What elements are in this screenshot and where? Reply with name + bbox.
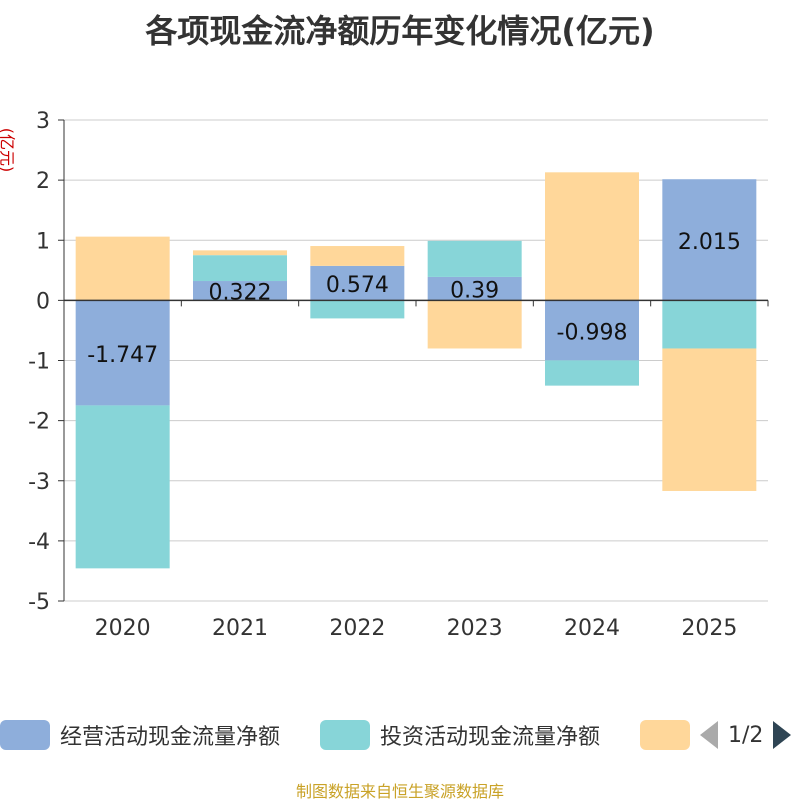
bar-operating-2024 [545,300,639,361]
x-tick-label: 2024 [564,616,620,641]
y-tick-label: -5 [28,590,50,615]
legend: 经营活动现金流量净额 投资活动现金流量净额 1/2 [0,716,800,756]
data-label-2020: -1.747 [87,343,158,368]
bar-investing-2025 [662,300,757,349]
bar-operating-2021 [193,281,287,301]
x-tick-label: 2020 [95,616,151,641]
bar-financing-2023 [427,300,522,349]
bar-investing-2024 [545,360,639,386]
bar-series [75,172,757,569]
axes: 3 2 1 0 -1 -2 -3 -4 -5 2020 2021 2022 2023 2024 2025 [28,109,769,641]
data-source-note: 制图数据来自恒生聚源数据库 [295,782,504,801]
y-tick-label: -2 [28,410,50,435]
legend-item-investing[interactable]: 投资活动现金流量净额 [320,718,600,752]
bar-financing-2022 [310,246,405,266]
legend-prev-icon[interactable] [700,721,718,749]
x-tick-label: 2022 [329,616,385,641]
legend-label-operating: 经营活动现金流量净额 [60,725,281,750]
bar-operating-2025 [662,179,757,301]
legend-swatch-financing [640,720,690,750]
data-label-2022: 0.574 [326,273,389,298]
grid-lines [64,119,768,602]
data-label-2024: -0.998 [557,320,628,345]
legend-page-indicator: 1/2 [728,722,764,748]
legend-swatch-investing [320,720,370,750]
bar-financing-2021 [193,250,287,256]
bar-investing-2022 [310,300,405,319]
bar-operating-2020 [75,300,170,406]
bar-financing-2024 [545,172,639,301]
bar-operating-2023 [427,276,522,301]
y-tick-label: 1 [36,229,50,254]
stacked-bar-chart: 3 2 1 0 -1 -2 -3 -4 -5 2020 2021 2022 2023 2024 2025 -… [28,109,769,641]
bar-financing-2020 [75,236,170,301]
data-labels: -1.747 0.322 0.574 0.39 -0.998 2.015 [87,230,741,368]
bar-investing-2021 [193,255,287,282]
y-tick-label: 3 [36,109,50,134]
y-tick-label: -3 [28,470,50,495]
x-tick-label: 2023 [447,616,503,641]
x-tick-label: 2021 [212,616,268,641]
legend-pager: 1/2 [700,718,792,752]
bar-financing-2025 [662,348,757,491]
x-tick-label: 2025 [681,616,737,641]
data-label-2025: 2.015 [678,230,741,255]
legend-next-icon[interactable] [773,721,792,749]
bar-investing-2023 [427,240,522,277]
bar-operating-2022 [310,265,405,301]
bar-investing-2020 [75,405,170,569]
y-tick-label: 0 [36,289,50,314]
y-tick-label: -1 [28,350,50,375]
data-label-2023: 0.39 [450,279,499,304]
legend-item-financing[interactable] [640,718,700,752]
chart-title: 各项现金流净额历年变化情况(亿元) [145,12,655,50]
legend-label-investing: 投资活动现金流量净额 [380,725,601,750]
legend-item-operating[interactable]: 经营活动现金流量净额 [0,718,280,752]
legend-swatch-operating [0,720,50,750]
y-tick-label: -4 [28,530,50,555]
data-label-2021: 0.322 [209,281,272,306]
y-tick-label: 2 [36,169,50,194]
